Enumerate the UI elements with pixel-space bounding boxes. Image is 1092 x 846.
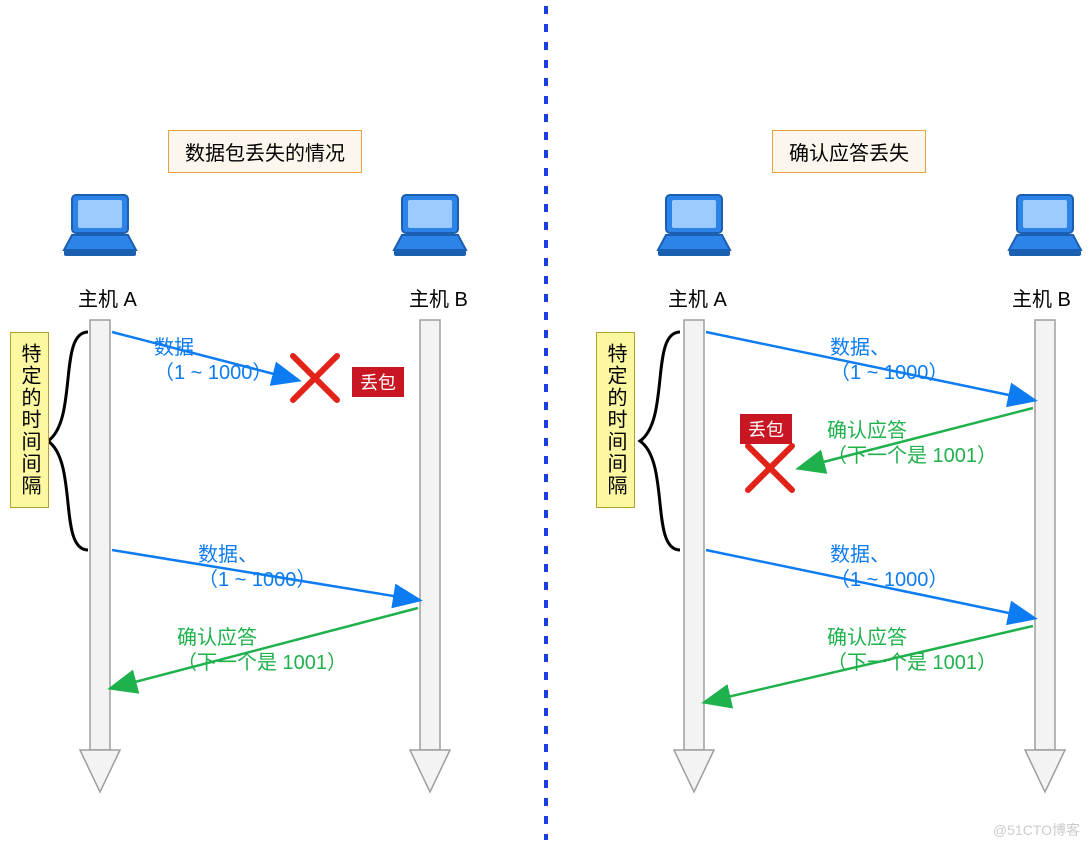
timeline-a-right bbox=[674, 320, 714, 792]
left-loss-badge: 丢包 bbox=[352, 367, 404, 397]
right-msg1b-l2: （下一个是 1001） bbox=[827, 445, 997, 467]
timeline-a-left bbox=[80, 320, 120, 792]
left-host-a-label: 主机 A bbox=[78, 283, 137, 312]
right-host-a-label: 主机 A bbox=[668, 283, 727, 312]
left-msg1-l1: 数据 bbox=[154, 337, 194, 359]
left-title: 数据包丢失的情况 bbox=[168, 130, 362, 173]
right-msg3: 确认应答 （下一个是 1001） bbox=[827, 626, 997, 676]
brace-right bbox=[640, 332, 680, 550]
left-cross bbox=[293, 356, 337, 400]
right-msg1-l1: 数据、 bbox=[830, 337, 890, 359]
right-loss-badge: 丢包 bbox=[740, 414, 792, 444]
left-host-b-label: 主机 B bbox=[409, 283, 468, 312]
right-msg2-l1: 数据、 bbox=[830, 544, 890, 566]
left-msg3: 确认应答 （下一个是 1001） bbox=[177, 626, 347, 676]
right-msg1b-l1: 确认应答 bbox=[827, 420, 907, 442]
right-msg2-l2: （1 ~ 1000） bbox=[830, 569, 948, 591]
right-msg3-l2: （下一个是 1001） bbox=[827, 652, 997, 674]
host-a-icon-r bbox=[658, 195, 730, 256]
left-msg2-l2: （1 ~ 1000） bbox=[198, 569, 316, 591]
right-msg2: 数据、 （1 ~ 1000） bbox=[830, 543, 948, 593]
right-msg1b: 确认应答 （下一个是 1001） bbox=[827, 419, 997, 469]
left-interval-label: 特定的时间间隔 bbox=[10, 332, 49, 508]
left-msg1: 数据 （1 ~ 1000） bbox=[154, 336, 272, 386]
left-msg2: 数据、 （1 ~ 1000） bbox=[198, 543, 316, 593]
left-msg3-l2: （下一个是 1001） bbox=[177, 652, 347, 674]
right-host-b-label: 主机 B bbox=[1012, 283, 1071, 312]
right-cross bbox=[748, 446, 792, 490]
timeline-b-right bbox=[1025, 320, 1065, 792]
watermark: @51CTO博客 bbox=[993, 820, 1080, 840]
right-msg1: 数据、 （1 ~ 1000） bbox=[830, 336, 948, 386]
left-msg1-l2: （1 ~ 1000） bbox=[154, 362, 272, 384]
right-title: 确认应答丢失 bbox=[772, 130, 926, 173]
host-b-icon bbox=[394, 195, 466, 256]
left-msg3-l1: 确认应答 bbox=[177, 627, 257, 649]
right-msg3-l1: 确认应答 bbox=[827, 627, 907, 649]
brace-left bbox=[48, 332, 88, 550]
right-msg1-l2: （1 ~ 1000） bbox=[830, 362, 948, 384]
host-b-icon-r bbox=[1009, 195, 1081, 256]
timeline-b-left bbox=[410, 320, 450, 792]
left-msg2-l1: 数据、 bbox=[198, 544, 258, 566]
right-interval-label: 特定的时间间隔 bbox=[596, 332, 635, 508]
host-a-icon bbox=[64, 195, 136, 256]
